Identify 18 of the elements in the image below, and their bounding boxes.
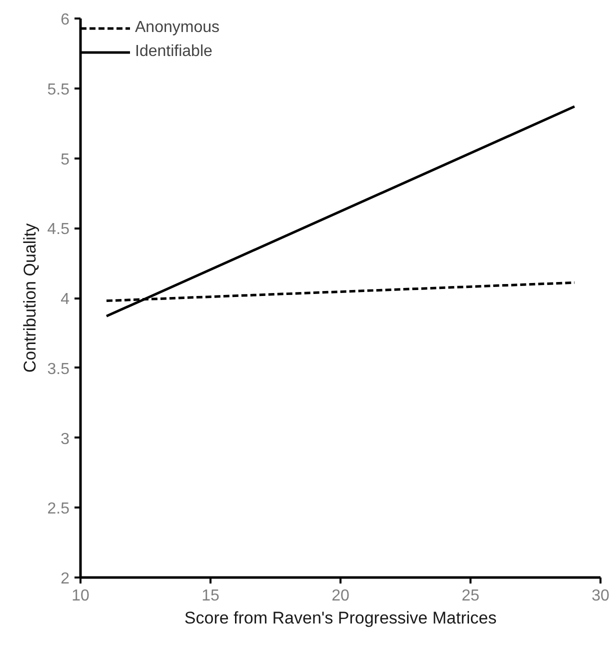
x-tick-label: 10	[72, 588, 90, 604]
y-tick-label: 4	[60, 291, 70, 308]
legend-label: Identifiable	[135, 43, 212, 61]
y-tick-label: 5	[60, 151, 70, 168]
y-tick-label: 3.5	[47, 360, 70, 378]
y-axis-title: Contribution Quality	[20, 222, 40, 373]
y-tick-label: 4.5	[47, 221, 70, 238]
y-tick-label: 2.5	[47, 500, 70, 518]
x-axis-title: Score from Raven's Progressive Matrices	[184, 608, 497, 628]
x-tick-label: 20	[332, 588, 350, 604]
y-tick-label: 5.5	[47, 81, 70, 98]
x-tick-label: 25	[462, 588, 480, 604]
y-tick-label: 2	[60, 570, 70, 588]
x-tick-label: 30	[592, 588, 610, 604]
y-tick-label: 3	[60, 430, 70, 448]
legend-label: Anonymous	[135, 19, 220, 37]
x-tick-label: 15	[202, 588, 220, 604]
y-tick-label: 6	[60, 12, 70, 28]
